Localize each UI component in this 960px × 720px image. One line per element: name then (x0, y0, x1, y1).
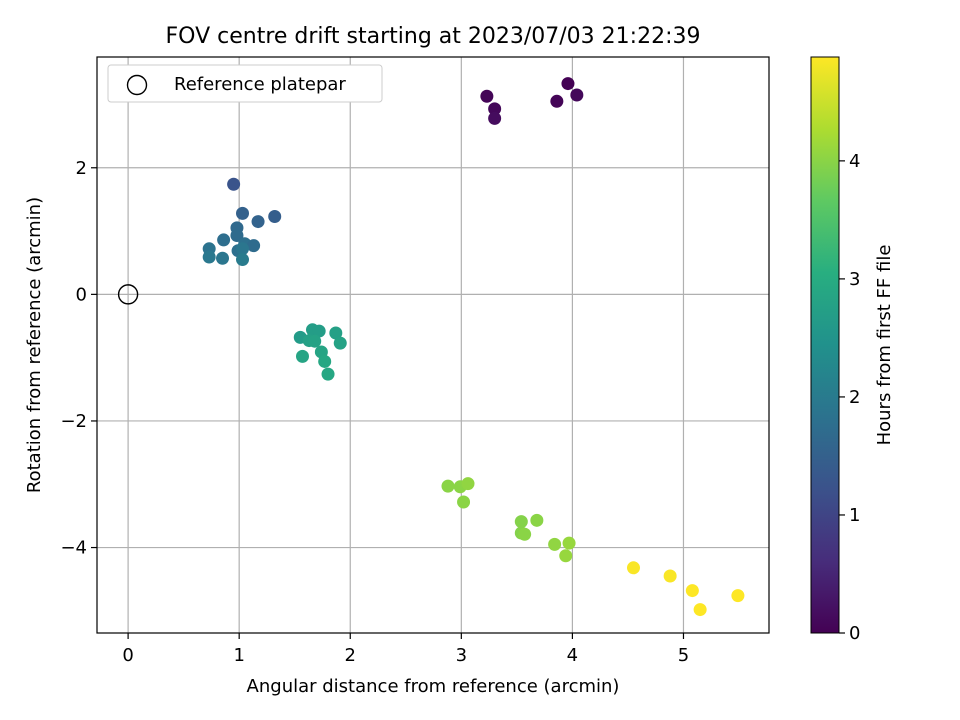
colorbar-tick-label: 3 (849, 269, 860, 290)
plot-area-frame (96, 56, 770, 634)
data-point (227, 177, 241, 191)
data-point (685, 584, 699, 598)
colorbar-tick-label: 0 (849, 623, 860, 644)
data-point (570, 88, 584, 102)
data-point (295, 349, 309, 363)
data-point (550, 94, 564, 108)
data-point (663, 569, 677, 583)
data-point (230, 228, 244, 242)
legend: Reference platepar (107, 64, 383, 103)
y-tick-label: −2 (60, 411, 87, 432)
data-point (731, 589, 745, 603)
y-tick-label: −4 (60, 538, 87, 559)
y-axis-ticks: −4 −2 0 2 (60, 158, 97, 559)
colorbar-tick-label: 1 (849, 505, 860, 526)
colorbar-tick-label: 2 (849, 387, 860, 408)
data-point (217, 233, 231, 247)
y-tick-label: 2 (76, 158, 87, 179)
y-tick-label: 0 (76, 284, 87, 305)
colorbar-ticks: 0 1 2 3 4 (839, 151, 860, 644)
x-tick-label: 3 (456, 645, 467, 666)
x-tick-label: 5 (678, 645, 689, 666)
x-tick-label: 4 (567, 645, 578, 666)
data-point (236, 242, 250, 256)
data-point (561, 77, 575, 91)
data-point (530, 513, 544, 527)
colorbar-label: Hours from first FF file (874, 245, 895, 446)
x-tick-label: 2 (345, 645, 356, 666)
data-point (247, 239, 261, 253)
x-axis-label: Angular distance from reference (arcmin) (247, 676, 620, 697)
data-point (461, 477, 475, 491)
data-point (559, 549, 573, 563)
data-point (236, 206, 250, 220)
colorbar-tick-label: 4 (849, 151, 860, 172)
data-point (441, 479, 455, 493)
data-point (562, 536, 576, 550)
reference-platepar-marker (117, 284, 139, 305)
data-point (333, 336, 347, 350)
data-point (457, 495, 471, 509)
data-point (518, 527, 532, 541)
data-point (480, 89, 494, 103)
data-point (693, 603, 707, 617)
data-point (514, 515, 528, 529)
x-tick-label: 1 (233, 645, 244, 666)
chart-title: FOV centre drift starting at 2023/07/03 … (166, 24, 701, 49)
data-point (548, 537, 562, 551)
data-point (488, 111, 502, 125)
data-point (318, 354, 332, 368)
x-axis-ticks: 0 1 2 3 4 5 (122, 633, 689, 666)
data-point (202, 250, 216, 264)
x-tick-label: 0 (122, 645, 133, 666)
colorbar-gradient (810, 56, 840, 634)
data-point (268, 210, 282, 224)
legend-marker (126, 74, 148, 96)
data-point (216, 251, 230, 265)
data-point (308, 334, 322, 348)
data-point (329, 326, 343, 340)
colorbar: 0 1 2 3 4 Hours from first FF file (810, 56, 895, 644)
data-point (236, 253, 250, 267)
y-axis-label: Rotation from reference (arcmin) (24, 197, 45, 493)
legend-box (107, 64, 383, 103)
data-point (626, 561, 640, 575)
grid-lines (97, 57, 769, 633)
data-point (488, 102, 502, 116)
data-point (251, 215, 265, 229)
scatter-points (202, 77, 745, 617)
data-point (312, 324, 326, 338)
legend-label: Reference platepar (174, 74, 346, 95)
data-point (321, 367, 335, 381)
